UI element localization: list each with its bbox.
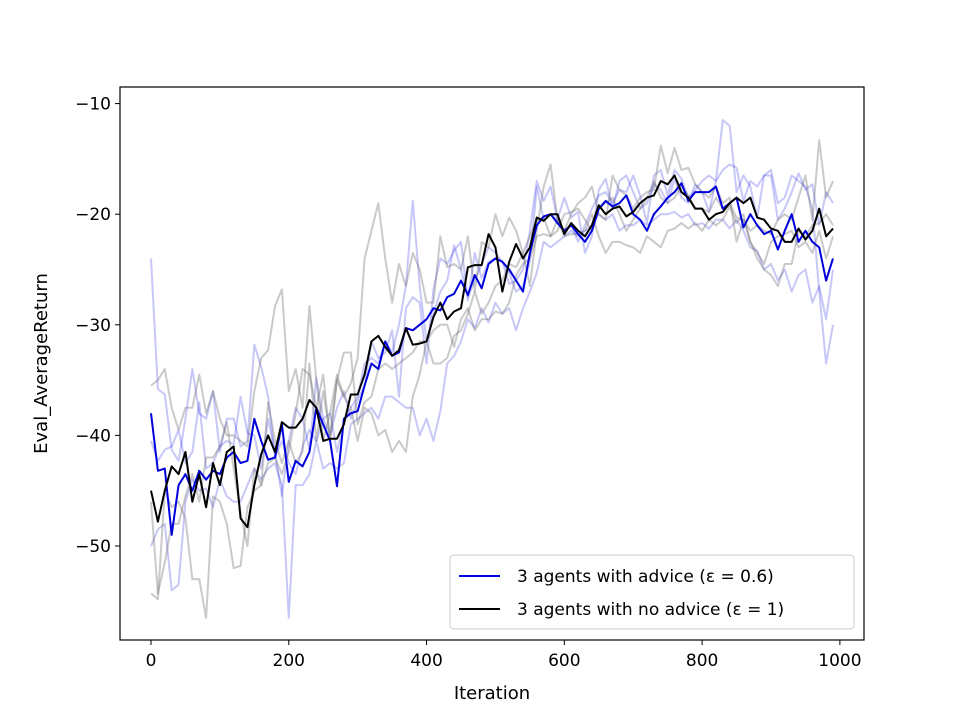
series-line-1 (150, 182, 834, 536)
individual-run-line-3 (150, 210, 834, 619)
x-tick-label: 1000 (818, 651, 861, 671)
x-axis-label: Iteration (454, 683, 530, 704)
legend: 3 agents with advice (ε = 0.6) 3 agents w… (449, 554, 855, 630)
y-tick-label: −20 (75, 205, 111, 225)
individual-run-line-2 (150, 119, 834, 498)
x-tick-label: 600 (548, 651, 580, 671)
legend-label-1: 3 agents with advice (ε = 0.6) (517, 567, 774, 587)
y-tick-label: −40 (75, 426, 111, 446)
x-tick-label: 0 (146, 651, 157, 671)
legend-box (449, 554, 855, 630)
x-tick-label: 200 (273, 651, 305, 671)
individual-run-line-1 (150, 163, 834, 476)
x-axis-ticks: 0 200 400 600 800 1000 (146, 640, 862, 671)
y-axis-label: Eval_AverageReturn (31, 273, 52, 454)
series-line-2 (150, 174, 834, 529)
x-tick-label: 800 (686, 651, 718, 671)
x-tick-label: 400 (410, 651, 442, 671)
legend-label-2: 3 agents with no advice (ε = 1) (517, 600, 784, 620)
y-tick-label: −50 (75, 537, 111, 557)
plot-frame (119, 86, 865, 641)
individual-run-line-5 (150, 205, 834, 619)
y-tick-label: −10 (75, 95, 111, 115)
mean-lines-layer (150, 174, 834, 536)
y-tick-label: −30 (75, 316, 111, 336)
y-axis-ticks: −50 −40 −30 −20 −10 (75, 95, 120, 557)
individual-runs-layer (150, 119, 834, 619)
